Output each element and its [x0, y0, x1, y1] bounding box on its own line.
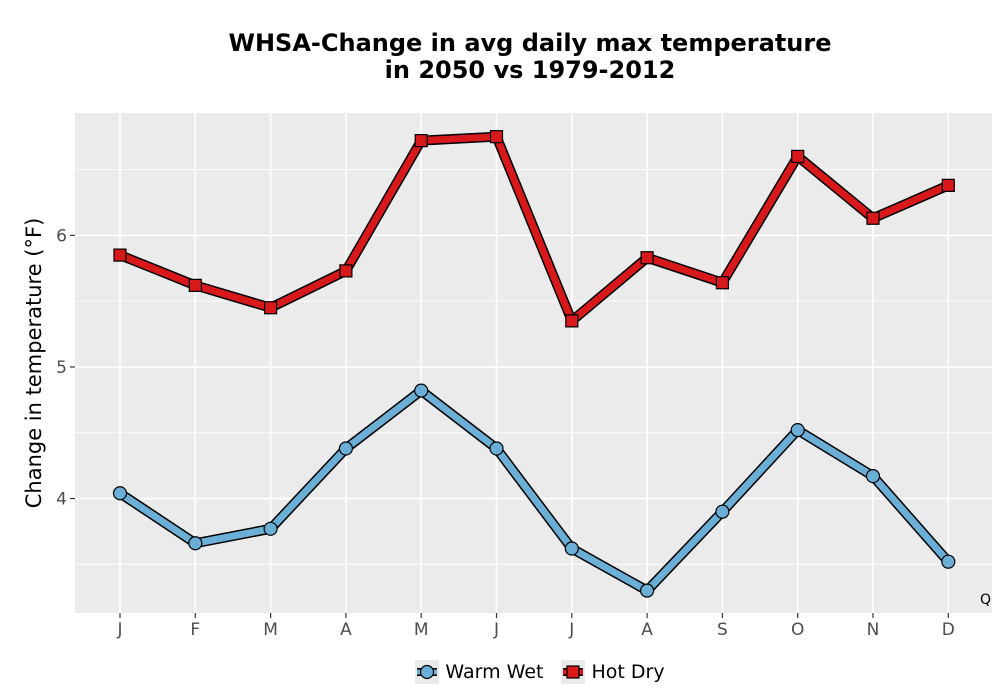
data-point — [414, 383, 429, 398]
data-point — [941, 554, 956, 569]
data-point — [339, 264, 353, 278]
legend-marker — [420, 664, 435, 680]
y-tick-label: 4 — [56, 490, 67, 510]
data-point — [640, 251, 654, 265]
data-point — [866, 211, 880, 225]
data-point — [715, 276, 730, 290]
data-point — [188, 278, 202, 292]
data-point — [188, 536, 203, 551]
y-axis: 4 5 6 — [56, 226, 75, 510]
data-point — [338, 441, 353, 456]
gridlines — [75, 113, 992, 613]
series-1 — [113, 130, 955, 328]
x-tick-label: J — [568, 620, 574, 640]
series-0 — [112, 383, 956, 598]
x-tick-label: A — [340, 620, 352, 640]
x-tick-label: M — [414, 620, 429, 640]
data-point — [112, 486, 128, 501]
data-point — [865, 469, 881, 484]
data-point — [263, 521, 278, 536]
data-point — [565, 314, 579, 328]
series-group — [112, 130, 956, 598]
x-tick-label: F — [190, 620, 200, 640]
x-tick-label: N — [867, 620, 880, 640]
series-line — [116, 133, 952, 325]
data-point — [489, 130, 504, 144]
x-tick-label: D — [942, 620, 955, 640]
data-point — [715, 504, 730, 519]
legend-label: Hot Dry — [591, 661, 665, 683]
chart-title: WHSA-Change in avg daily max temperature… — [228, 29, 832, 84]
x-tick-label: M — [263, 620, 278, 640]
data-point — [489, 441, 504, 456]
y-axis-title: Change in temperature (°F) — [22, 218, 46, 509]
y-tick-label: 6 — [56, 226, 67, 246]
x-tick-label: J — [116, 620, 122, 640]
data-point — [414, 134, 428, 148]
legend-marker — [566, 665, 581, 679]
legend-key — [415, 660, 440, 684]
y-tick-label: 5 — [56, 358, 67, 378]
data-point — [113, 248, 127, 262]
data-point — [941, 178, 955, 192]
legend-key — [561, 660, 586, 684]
data-point — [791, 149, 805, 164]
x-tick-label: S — [717, 620, 728, 640]
x-tick-label: J — [493, 620, 499, 640]
legend: Warm Wet Hot Dry — [0, 660, 1000, 684]
legend-item: Warm Wet — [415, 660, 543, 684]
corner-note: Q — [980, 592, 991, 608]
legend-label: Warm Wet — [445, 661, 544, 683]
x-tick-label: A — [641, 620, 653, 640]
data-point — [639, 583, 655, 598]
legend-item: Hot Dry — [561, 660, 665, 684]
data-point — [264, 301, 278, 315]
data-point — [790, 423, 805, 438]
x-tick-label: O — [791, 620, 804, 640]
data-point — [564, 541, 579, 556]
series-line — [116, 387, 952, 595]
